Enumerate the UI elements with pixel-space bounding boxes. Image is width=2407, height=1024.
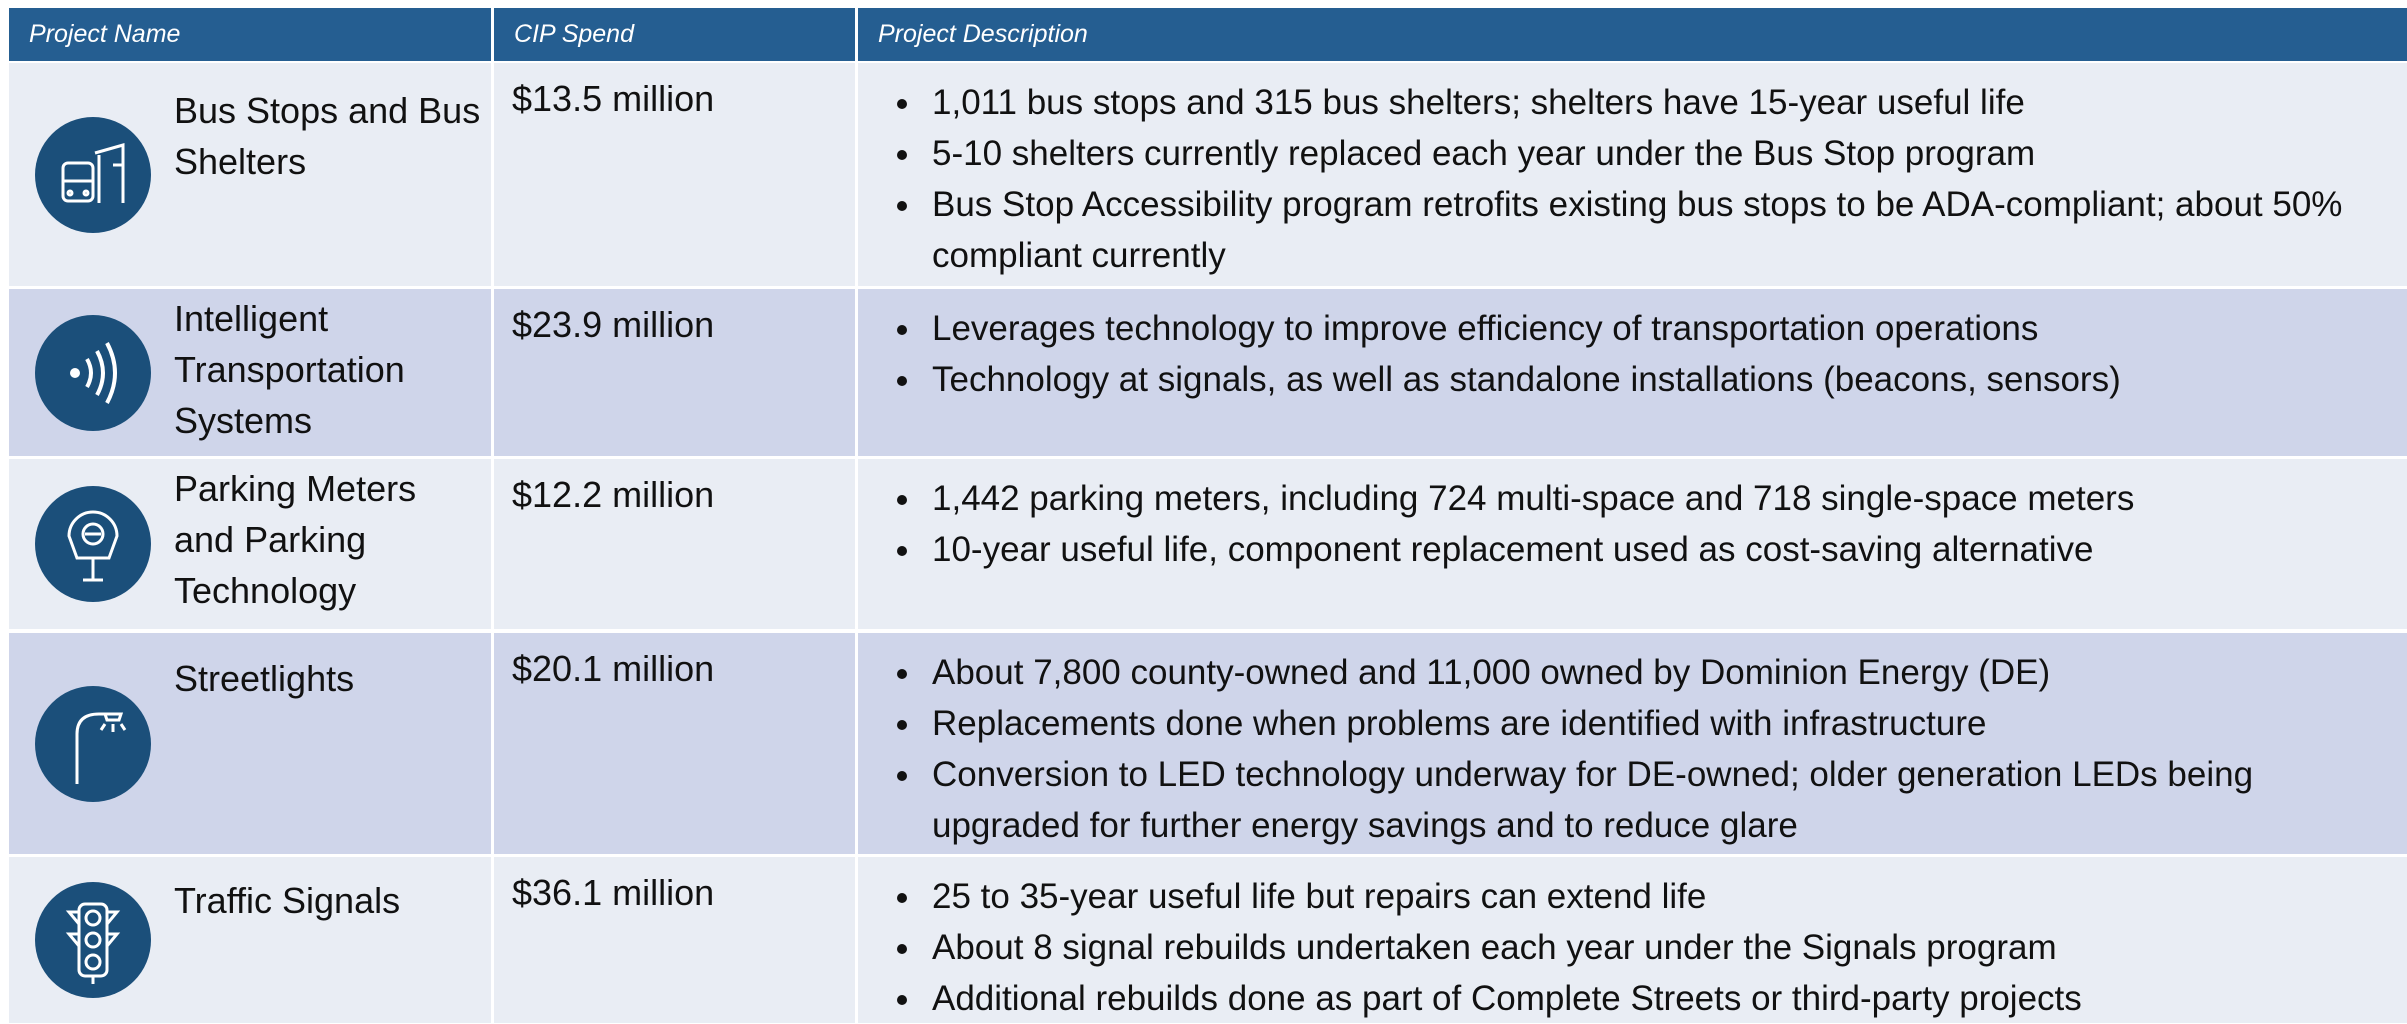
name-cell: Intelligent Transportation Systems — [9, 289, 491, 456]
bullet-list: Leverages technology to improve efficien… — [858, 289, 2407, 405]
name-cell: Traffic Signals — [9, 857, 491, 1023]
bullet: 5-10 shelters currently replaced each ye… — [924, 128, 2387, 179]
bullet: About 7,800 county-owned and 11,000 owne… — [924, 647, 2387, 698]
spend-cell: $36.1 million — [494, 857, 855, 1023]
description-cell: 1,442 parking meters, including 724 mult… — [858, 459, 2407, 629]
spend-cell: $23.9 million — [494, 289, 855, 456]
bullet: 10-year useful life, component replaceme… — [924, 524, 2387, 575]
icon — [35, 486, 151, 602]
bullet: Leverages technology to improve efficien… — [924, 303, 2387, 354]
bullet: Conversion to LED technology underway fo… — [924, 749, 2387, 851]
description-cell: Leverages technology to improve efficien… — [858, 289, 2407, 456]
project-name: Intelligent Transportation Systems — [174, 298, 405, 441]
project-name: Parking Meters and Parking Technology — [174, 468, 417, 611]
icon — [35, 314, 151, 431]
icon — [35, 116, 151, 233]
bullet-list: 25 to 35-year useful life but repairs ca… — [858, 857, 2407, 1024]
spend-cell: $20.1 million — [494, 633, 855, 854]
bullet: Bus Stop Accessibility program retrofits… — [924, 179, 2387, 281]
bullet: Additional rebuilds done as part of Comp… — [924, 973, 2387, 1024]
icon — [35, 882, 151, 998]
bullet-list: 1,442 parking meters, including 724 mult… — [858, 459, 2407, 575]
bullet: 1,011 bus stops and 315 bus shelters; sh… — [924, 77, 2387, 128]
bullet: 1,442 parking meters, including 724 mult… — [924, 473, 2387, 524]
bullet: 25 to 35-year useful life but repairs ca… — [924, 871, 2387, 922]
bullet: Replacements done when problems are iden… — [924, 698, 2387, 749]
spend-cell: $13.5 million — [494, 63, 855, 286]
header-cell: Project Description — [858, 8, 2407, 61]
icon — [35, 685, 151, 802]
description-cell: 25 to 35-year useful life but repairs ca… — [858, 857, 2407, 1023]
project-name: Bus Stops and Bus Shelters — [174, 90, 481, 182]
name-cell: Bus Stops and Bus Shelters — [9, 63, 491, 286]
bullet-list: About 7,800 county-owned and 11,000 owne… — [858, 633, 2407, 851]
header-cell: CIP Spend — [494, 8, 855, 61]
bullet-list: 1,011 bus stops and 315 bus shelters; sh… — [858, 63, 2407, 281]
name-cell: Streetlights — [9, 633, 491, 854]
description-cell: About 7,800 county-owned and 11,000 owne… — [858, 633, 2407, 854]
spend-cell: $12.2 million — [494, 459, 855, 629]
bullet: About 8 signal rebuilds undertaken each … — [924, 922, 2387, 973]
header-cell: Project Name — [9, 8, 491, 61]
project-name: Traffic Signals — [174, 880, 401, 921]
name-cell: Parking Meters and Parking Technology — [9, 459, 491, 629]
project-name: Streetlights — [174, 658, 355, 699]
description-cell: 1,011 bus stops and 315 bus shelters; sh… — [858, 63, 2407, 286]
bullet: Technology at signals, as well as standa… — [924, 354, 2387, 405]
